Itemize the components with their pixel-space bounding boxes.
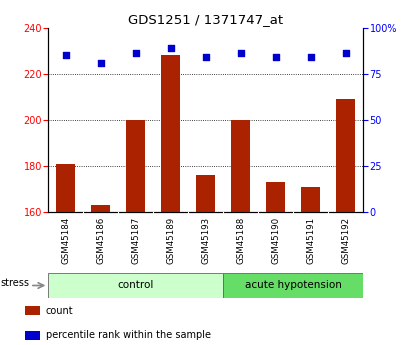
- Text: GSM45188: GSM45188: [236, 217, 245, 264]
- Bar: [126, 120, 145, 345]
- Text: GSM45189: GSM45189: [166, 217, 175, 264]
- Point: [63, 52, 69, 58]
- Point: [97, 60, 104, 66]
- Point: [237, 51, 244, 56]
- Bar: [196, 175, 215, 345]
- Point: [273, 55, 279, 60]
- Text: count: count: [46, 306, 74, 315]
- Bar: [48, 273, 223, 298]
- Text: GSM45191: GSM45191: [306, 217, 315, 264]
- Bar: [223, 273, 363, 298]
- Bar: [161, 55, 181, 345]
- Point: [132, 51, 139, 56]
- Bar: [336, 99, 355, 345]
- Bar: [24, 331, 40, 340]
- Bar: [266, 182, 286, 345]
- Text: percentile rank within the sample: percentile rank within the sample: [46, 331, 211, 340]
- Point: [168, 45, 174, 51]
- Point: [307, 55, 314, 60]
- Text: stress: stress: [0, 278, 29, 288]
- Text: control: control: [118, 280, 154, 290]
- Text: GSM45186: GSM45186: [96, 217, 105, 264]
- Point: [342, 51, 349, 56]
- Text: GSM45190: GSM45190: [271, 217, 280, 264]
- Text: GSM45192: GSM45192: [341, 217, 350, 264]
- Bar: [56, 164, 76, 345]
- Text: GSM45187: GSM45187: [131, 217, 140, 264]
- Bar: [301, 187, 320, 345]
- Point: [202, 55, 209, 60]
- Bar: [91, 205, 110, 345]
- Text: acute hypotension: acute hypotension: [245, 280, 342, 290]
- Text: GSM45184: GSM45184: [61, 217, 70, 264]
- Text: GSM45193: GSM45193: [201, 217, 210, 264]
- Bar: [231, 120, 250, 345]
- Title: GDS1251 / 1371747_at: GDS1251 / 1371747_at: [128, 13, 284, 27]
- Bar: [24, 306, 40, 315]
